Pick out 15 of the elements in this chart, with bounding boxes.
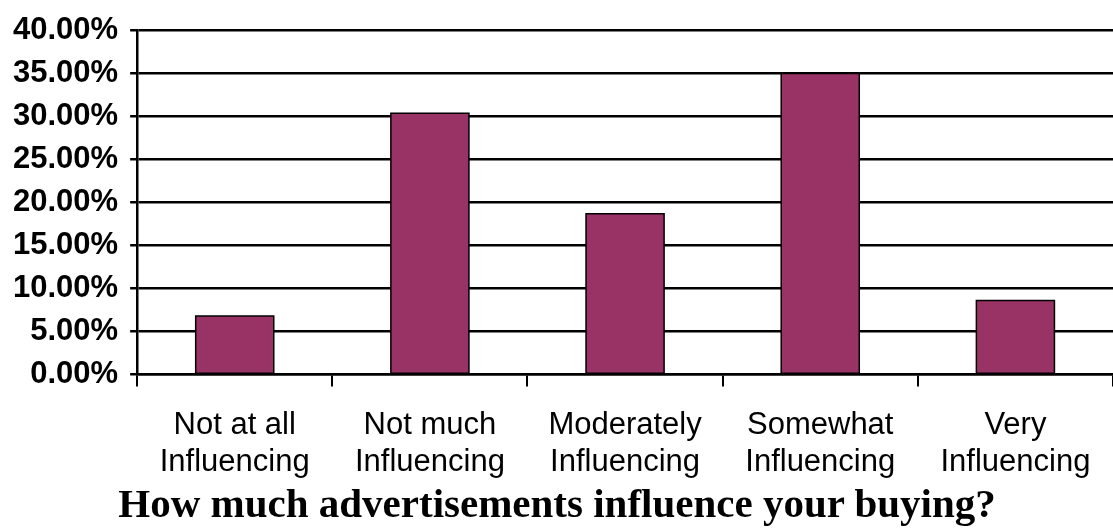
x-tick-label: Somewhat Influencing — [745, 405, 896, 478]
y-tick-label: 10.00% — [13, 269, 119, 305]
y-tick-label: 20.00% — [13, 183, 119, 219]
x-tick-label: Very Influencing — [940, 405, 1091, 478]
y-tick-label: 25.00% — [13, 140, 119, 176]
y-tick-label: 5.00% — [30, 312, 119, 348]
y-tick-label: 0.00% — [30, 355, 119, 391]
x-axis-title: How much advertisements influence your buying? — [118, 480, 996, 527]
y-tick-label: 40.00% — [13, 11, 119, 47]
x-tick-label: Not much Influencing — [354, 405, 505, 478]
x-tick-label: Moderately Influencing — [548, 405, 703, 478]
y-tick-label: 15.00% — [13, 226, 119, 262]
y-tick-label: 30.00% — [13, 97, 119, 133]
x-tick-label: Not at all Influencing — [159, 405, 310, 478]
y-tick-label: 35.00% — [13, 54, 119, 90]
